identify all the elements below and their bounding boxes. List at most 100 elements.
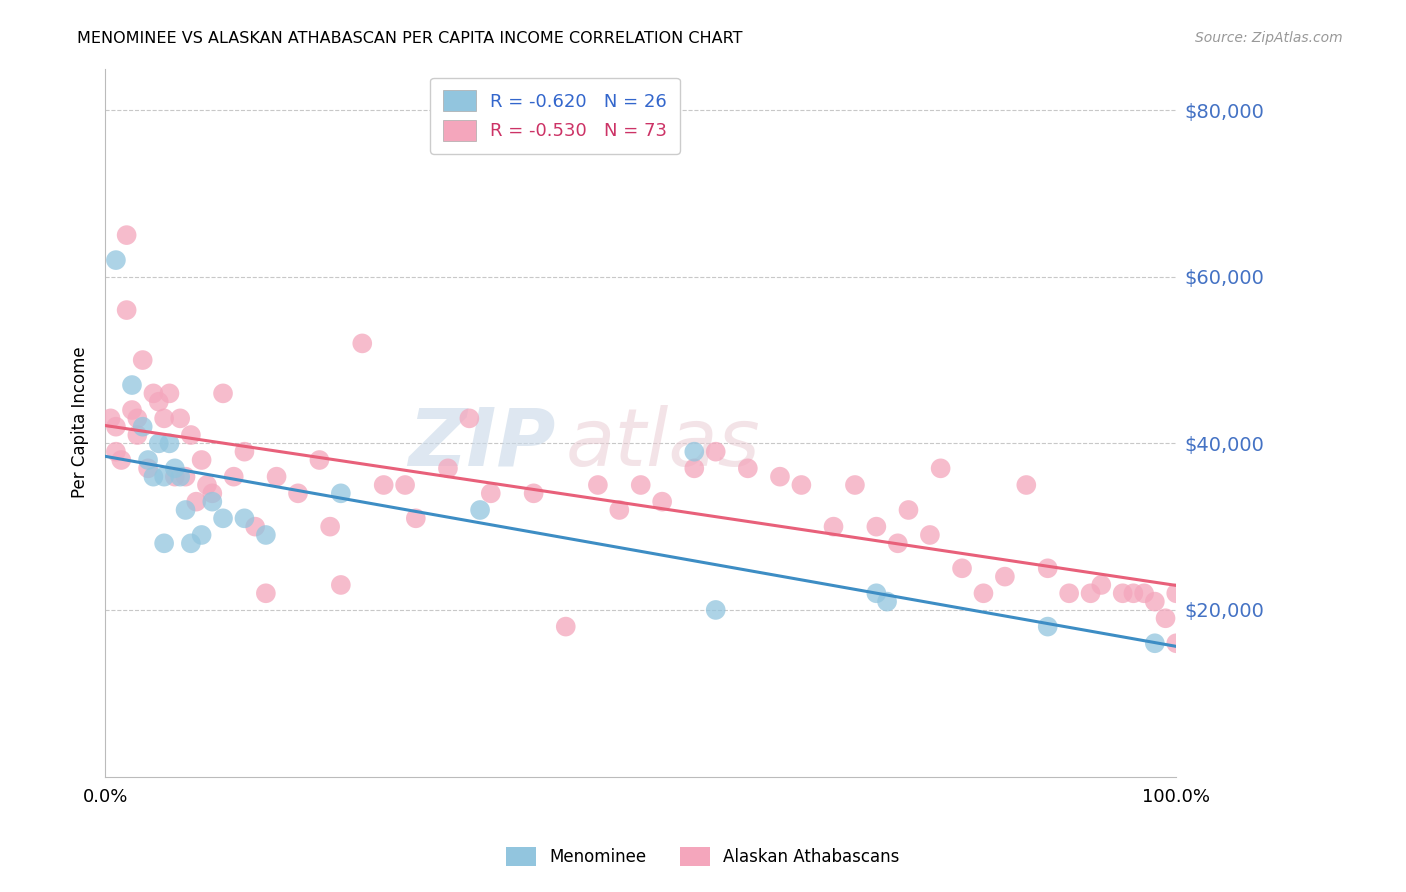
- Point: [887, 536, 910, 550]
- Point: [153, 469, 176, 483]
- Point: [266, 469, 288, 483]
- Point: [159, 386, 181, 401]
- Point: [163, 461, 186, 475]
- Point: [201, 486, 224, 500]
- Point: [876, 594, 898, 608]
- Y-axis label: Per Capita Income: Per Capita Income: [72, 347, 89, 499]
- Point: [1166, 636, 1188, 650]
- Point: [1090, 578, 1112, 592]
- Point: [607, 503, 630, 517]
- Text: atlas: atlas: [565, 405, 761, 483]
- Point: [1112, 586, 1135, 600]
- Point: [121, 378, 143, 392]
- Point: [153, 411, 176, 425]
- Point: [1036, 619, 1059, 633]
- Point: [127, 428, 149, 442]
- Point: [254, 586, 277, 600]
- Point: [104, 419, 127, 434]
- Point: [704, 444, 727, 458]
- Point: [169, 469, 191, 483]
- Point: [790, 478, 813, 492]
- Point: [844, 478, 866, 492]
- Point: [1166, 586, 1188, 600]
- Point: [329, 578, 352, 592]
- Point: [319, 519, 342, 533]
- Text: Source: ZipAtlas.com: Source: ZipAtlas.com: [1195, 31, 1343, 45]
- Point: [127, 411, 149, 425]
- Point: [929, 461, 952, 475]
- Point: [243, 519, 266, 533]
- Point: [190, 528, 212, 542]
- Point: [136, 461, 159, 475]
- Point: [683, 444, 706, 458]
- Point: [222, 469, 245, 483]
- Point: [104, 444, 127, 458]
- Point: [651, 494, 673, 508]
- Point: [212, 511, 235, 525]
- Point: [174, 469, 197, 483]
- Point: [523, 486, 546, 500]
- Point: [1036, 561, 1059, 575]
- Point: [329, 486, 352, 500]
- Point: [201, 494, 224, 508]
- Legend: R = -0.620   N = 26, R = -0.530   N = 73: R = -0.620 N = 26, R = -0.530 N = 73: [430, 78, 679, 153]
- Point: [950, 561, 973, 575]
- Point: [136, 453, 159, 467]
- Point: [153, 536, 176, 550]
- Point: [110, 453, 132, 467]
- Point: [394, 478, 416, 492]
- Point: [195, 478, 218, 492]
- Point: [865, 586, 887, 600]
- Point: [121, 403, 143, 417]
- Point: [918, 528, 941, 542]
- Legend: Menominee, Alaskan Athabascans: Menominee, Alaskan Athabascans: [498, 838, 908, 875]
- Point: [131, 353, 153, 368]
- Point: [1015, 478, 1038, 492]
- Point: [1122, 586, 1144, 600]
- Point: [737, 461, 759, 475]
- Point: [254, 528, 277, 542]
- Point: [972, 586, 994, 600]
- Point: [115, 303, 138, 318]
- Point: [994, 569, 1017, 583]
- Point: [180, 428, 202, 442]
- Point: [148, 394, 170, 409]
- Point: [1154, 611, 1177, 625]
- Point: [148, 436, 170, 450]
- Point: [586, 478, 609, 492]
- Point: [1143, 636, 1166, 650]
- Point: [554, 619, 576, 633]
- Point: [308, 453, 330, 467]
- Point: [163, 469, 186, 483]
- Text: ZIP: ZIP: [408, 405, 555, 483]
- Point: [823, 519, 845, 533]
- Point: [131, 419, 153, 434]
- Text: MENOMINEE VS ALASKAN ATHABASCAN PER CAPITA INCOME CORRELATION CHART: MENOMINEE VS ALASKAN ATHABASCAN PER CAPI…: [77, 31, 742, 46]
- Point: [174, 503, 197, 517]
- Point: [1080, 586, 1102, 600]
- Point: [233, 444, 256, 458]
- Point: [437, 461, 460, 475]
- Point: [180, 536, 202, 550]
- Point: [897, 503, 920, 517]
- Point: [159, 436, 181, 450]
- Point: [468, 503, 491, 517]
- Point: [683, 461, 706, 475]
- Point: [115, 228, 138, 243]
- Point: [405, 511, 427, 525]
- Point: [100, 411, 122, 425]
- Point: [1143, 594, 1166, 608]
- Point: [479, 486, 502, 500]
- Point: [1133, 586, 1156, 600]
- Point: [233, 511, 256, 525]
- Point: [287, 486, 309, 500]
- Point: [212, 386, 235, 401]
- Point: [865, 519, 887, 533]
- Point: [142, 386, 165, 401]
- Point: [352, 336, 374, 351]
- Point: [630, 478, 652, 492]
- Point: [704, 603, 727, 617]
- Point: [104, 253, 127, 268]
- Point: [1057, 586, 1080, 600]
- Point: [373, 478, 395, 492]
